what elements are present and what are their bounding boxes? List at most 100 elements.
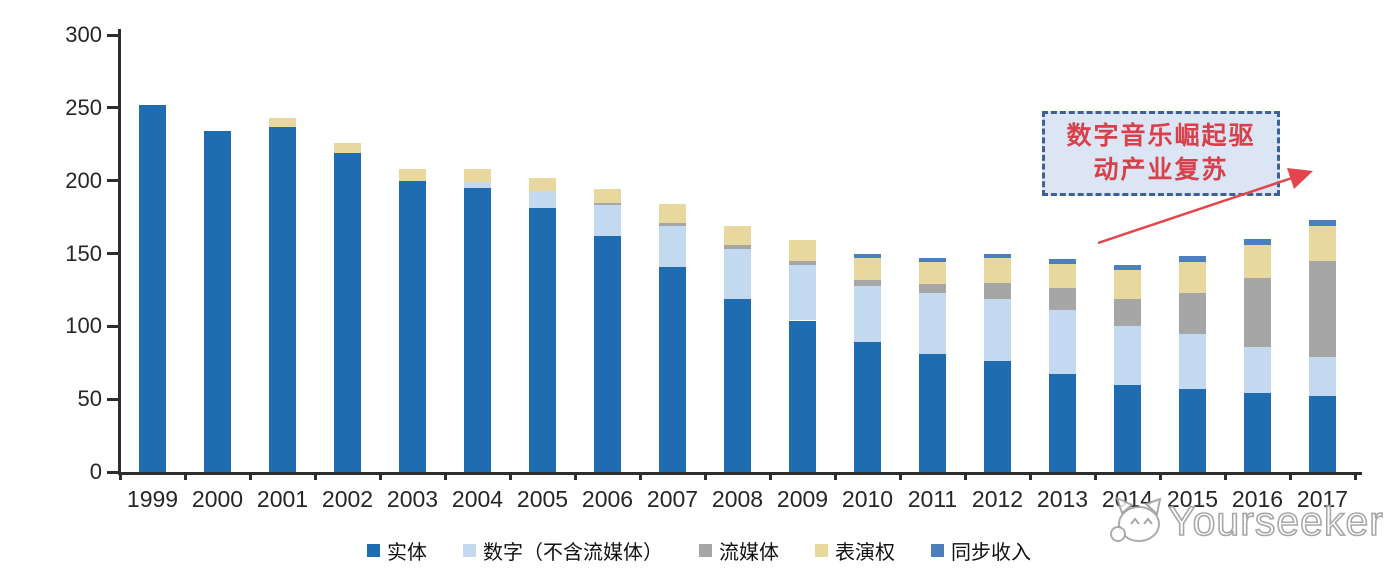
x-tick-mark bbox=[444, 472, 447, 480]
x-tick-mark bbox=[964, 472, 967, 480]
bar-segment-2014-s2 bbox=[1114, 298, 1141, 327]
legend-label: 流媒体 bbox=[719, 542, 779, 564]
y-tick-mark bbox=[107, 33, 118, 37]
bar-segment-2005-s0 bbox=[529, 208, 556, 472]
bar-segment-2004-s0 bbox=[464, 187, 491, 472]
bar-segment-2008-s0 bbox=[724, 298, 751, 472]
bar-segment-2003-s0 bbox=[399, 180, 426, 472]
y-tick-mark bbox=[107, 252, 118, 255]
bar-segment-2008-s3 bbox=[724, 225, 751, 245]
bar-segment-2015-s1 bbox=[1179, 333, 1206, 389]
bar-segment-2012-s0 bbox=[984, 361, 1011, 472]
bar-segment-1999-s0 bbox=[139, 104, 166, 472]
bar-segment-2013-s3 bbox=[1049, 263, 1076, 289]
bar-segment-2017-s3 bbox=[1309, 225, 1336, 261]
x-axis-label-2007: 2007 bbox=[646, 486, 699, 512]
x-axis-label-2015: 2015 bbox=[1166, 486, 1219, 512]
x-axis-label-2005: 2005 bbox=[516, 486, 569, 512]
bar-segment-2001-s0 bbox=[269, 126, 296, 472]
bar-segment-2016-s4 bbox=[1244, 238, 1271, 245]
bar-segment-2016-s2 bbox=[1244, 278, 1271, 347]
x-tick-mark bbox=[899, 472, 902, 480]
y-tick-mark bbox=[107, 324, 118, 328]
bar-segment-2017-s4 bbox=[1309, 219, 1336, 226]
x-axis-label-2003: 2003 bbox=[386, 486, 439, 512]
bar-segment-2000-s0 bbox=[204, 131, 231, 472]
x-tick-mark bbox=[1029, 472, 1032, 480]
legend-item-0: 实体 bbox=[367, 536, 427, 565]
x-axis-label-2013: 2013 bbox=[1036, 486, 1089, 512]
bar-segment-2002-s0 bbox=[334, 152, 361, 472]
legend-item-1: 数字（不含流媒体） bbox=[463, 536, 663, 565]
x-axis-label-1999: 1999 bbox=[126, 486, 179, 512]
annotation-text-line1: 数字音乐崛起驱 bbox=[1066, 122, 1256, 150]
legend-swatch-icon bbox=[463, 544, 476, 557]
bar-segment-2011-s2 bbox=[919, 284, 946, 293]
legend-swatch-icon bbox=[699, 544, 712, 557]
y-tick-mark bbox=[107, 397, 118, 401]
x-tick-mark bbox=[249, 472, 252, 480]
x-tick-mark bbox=[1094, 472, 1097, 480]
bar-segment-2010-s1 bbox=[854, 285, 881, 343]
y-tick-label: 50 bbox=[77, 386, 102, 412]
bar-segment-2014-s1 bbox=[1114, 326, 1141, 385]
x-axis-label-2001: 2001 bbox=[256, 486, 309, 512]
x-tick-mark bbox=[574, 472, 577, 480]
x-axis-label-2011: 2011 bbox=[907, 486, 958, 512]
x-tick-mark bbox=[509, 472, 512, 480]
bar-segment-2004-s1 bbox=[464, 182, 491, 188]
bar-segment-2009-s1 bbox=[789, 265, 816, 321]
y-tick-mark bbox=[107, 179, 118, 183]
legend-item-4: 同步收入 bbox=[931, 536, 1031, 565]
y-axis-line bbox=[118, 29, 121, 475]
y-tick-label: 100 bbox=[65, 313, 102, 339]
bar-segment-2007-s0 bbox=[659, 266, 686, 472]
y-tick-mark bbox=[107, 470, 118, 474]
bar-segment-2012-s2 bbox=[984, 282, 1011, 299]
bar-segment-2016-s3 bbox=[1244, 244, 1271, 279]
bar-segment-2011-s1 bbox=[919, 292, 946, 354]
bar-segment-2010-s4 bbox=[854, 253, 881, 258]
bar-segment-2011-s0 bbox=[919, 354, 946, 472]
x-axis-label-2009: 2009 bbox=[776, 486, 829, 512]
legend-swatch-icon bbox=[815, 544, 828, 557]
x-axis-label-2016: 2016 bbox=[1231, 486, 1284, 512]
x-tick-mark bbox=[769, 472, 772, 480]
x-tick-mark bbox=[1354, 472, 1357, 480]
bar-segment-2014-s4 bbox=[1114, 265, 1141, 270]
y-tick-label: 250 bbox=[65, 94, 102, 120]
bar-segment-2015-s3 bbox=[1179, 262, 1206, 293]
bar-segment-2003-s3 bbox=[399, 169, 426, 181]
x-axis-label-2006: 2006 bbox=[581, 486, 634, 512]
bar-segment-2013-s1 bbox=[1049, 310, 1076, 375]
cat-face-icon bbox=[1110, 496, 1162, 542]
bar-segment-2002-s3 bbox=[334, 142, 361, 153]
bar-segment-2013-s2 bbox=[1049, 288, 1076, 311]
watermark: Yourseeker bbox=[1106, 494, 1384, 548]
x-axis-line bbox=[118, 472, 1362, 475]
bar-segment-2009-s0 bbox=[789, 320, 816, 472]
legend-swatch-icon bbox=[367, 544, 380, 557]
bar-segment-2013-s4 bbox=[1049, 259, 1076, 264]
bar-segment-2015-s0 bbox=[1179, 388, 1206, 472]
legend-label: 表演权 bbox=[835, 542, 895, 564]
bar-segment-2016-s1 bbox=[1244, 346, 1271, 394]
bar-segment-2011-s4 bbox=[919, 257, 946, 263]
x-axis-label-2002: 2002 bbox=[321, 486, 374, 512]
bar-segment-2017-s2 bbox=[1309, 260, 1336, 357]
bar-segment-2012-s3 bbox=[984, 257, 1011, 283]
bar-segment-2006-s1 bbox=[594, 205, 621, 236]
bar-segment-2010-s0 bbox=[854, 342, 881, 472]
legend-swatch-icon bbox=[931, 544, 944, 557]
x-axis-label-2008: 2008 bbox=[711, 486, 764, 512]
x-tick-mark bbox=[1224, 472, 1227, 480]
x-tick-mark bbox=[704, 472, 707, 480]
bar-segment-2017-s1 bbox=[1309, 356, 1336, 397]
bar-segment-2006-s3 bbox=[594, 189, 621, 203]
y-tick-mark bbox=[107, 106, 118, 110]
legend-item-3: 表演权 bbox=[815, 536, 895, 565]
bar-segment-2011-s3 bbox=[919, 262, 946, 285]
bar-segment-2007-s2 bbox=[659, 222, 686, 226]
x-tick-mark bbox=[119, 472, 122, 480]
